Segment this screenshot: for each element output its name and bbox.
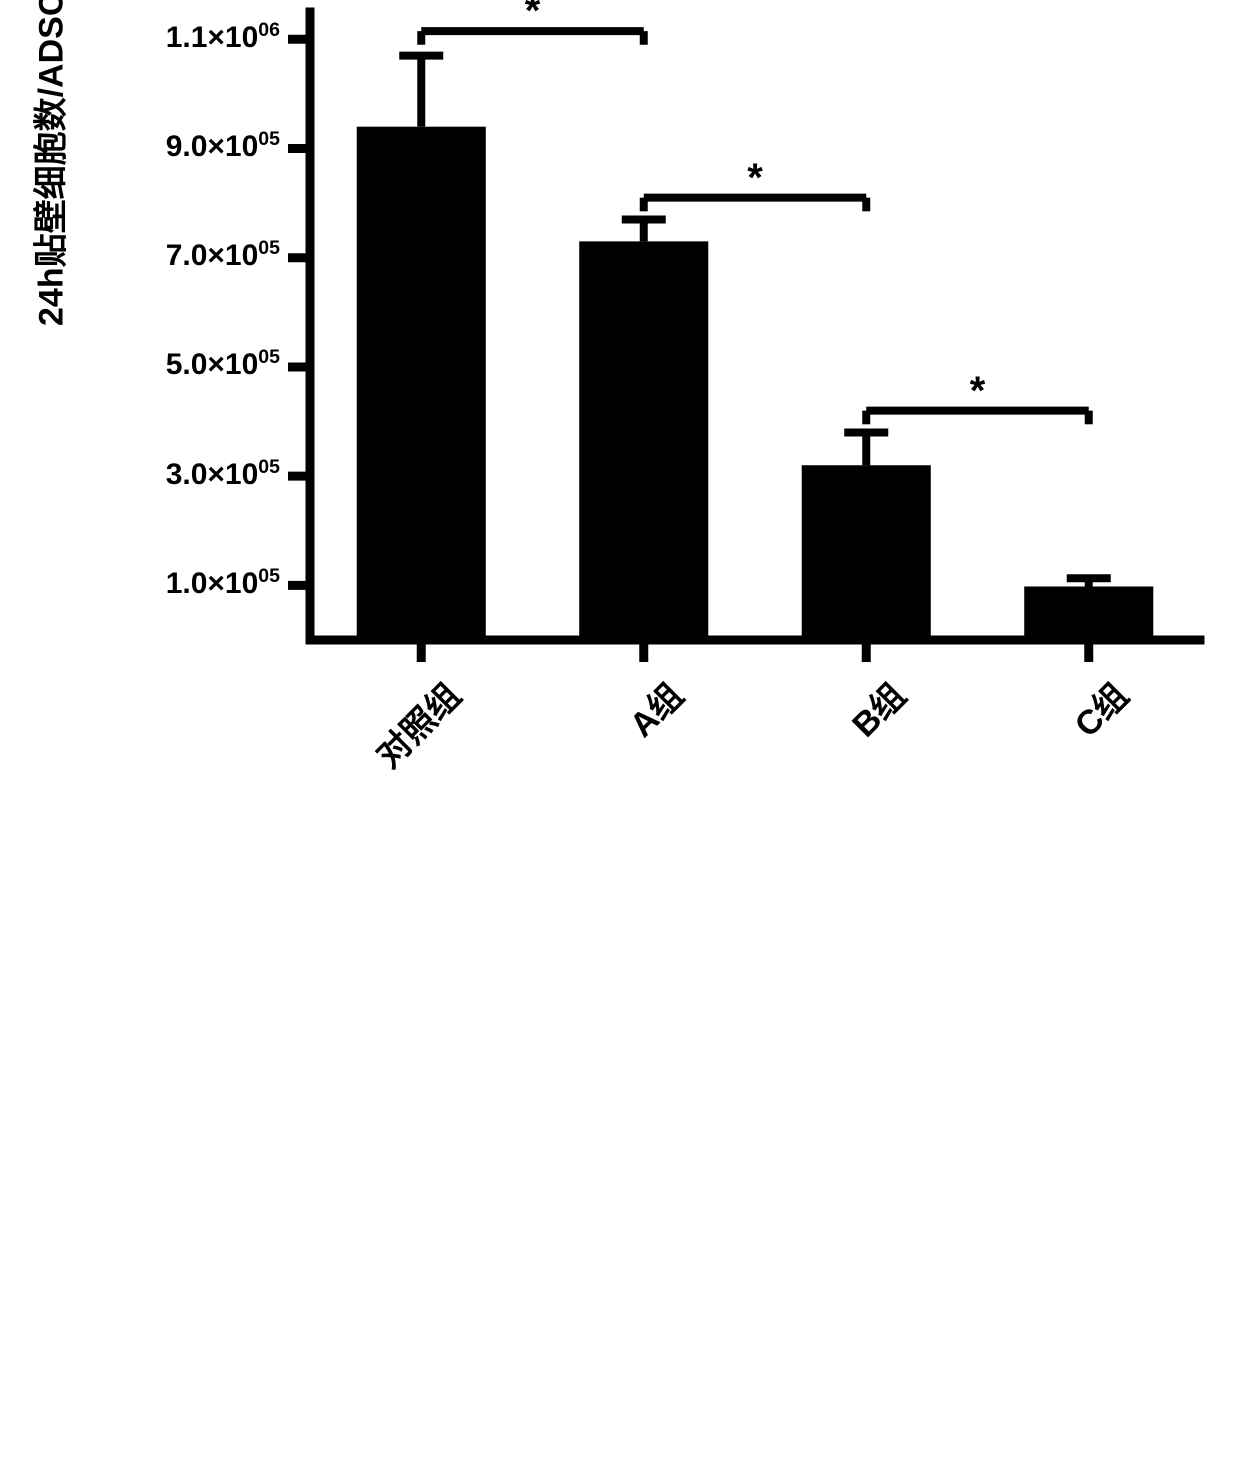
y-tick-label: 3.0×1005 xyxy=(166,458,280,492)
chart-container: 24h贴壁细胞数/ADSCs计数 1.0×1005 3.0×1005 5.0×1… xyxy=(0,0,1240,833)
significance-star: * xyxy=(513,0,553,34)
y-tick-label: 1.0×1005 xyxy=(166,567,280,601)
significance-star: * xyxy=(958,369,998,414)
y-tick-label: 5.0×1005 xyxy=(166,348,280,382)
y-tick-label: 9.0×1005 xyxy=(166,130,280,164)
significance-star: * xyxy=(735,156,775,201)
y-tick-label: 1.1×1006 xyxy=(166,21,280,55)
y-tick-label: 7.0×1005 xyxy=(166,239,280,273)
